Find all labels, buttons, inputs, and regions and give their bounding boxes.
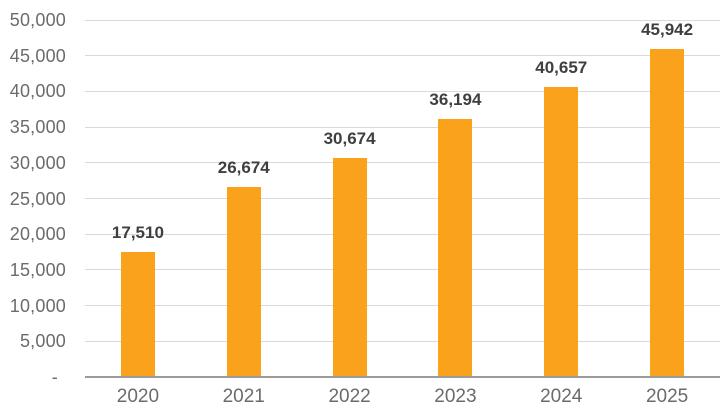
bar-value-label: 45,942 xyxy=(641,19,694,39)
x-axis-category-label: 2022 xyxy=(328,386,371,407)
x-axis-line xyxy=(85,376,720,378)
gridline xyxy=(85,233,720,235)
bar-2022 xyxy=(332,157,367,376)
bar-value-label: 17,510 xyxy=(111,222,164,242)
gridline xyxy=(85,340,720,342)
x-axis-category-label: 2025 xyxy=(645,386,689,407)
y-axis-tick-label: - xyxy=(51,367,58,387)
bar-2023 xyxy=(438,118,473,376)
y-axis-tick-label: 15,000 xyxy=(9,259,66,280)
y-axis-tick-label: 20,000 xyxy=(9,224,66,245)
bar-value-label: 30,674 xyxy=(323,128,376,148)
gridline xyxy=(85,269,720,271)
x-axis-category-label: 2020 xyxy=(116,386,160,407)
bar-value-label: 36,194 xyxy=(429,89,482,109)
y-axis-tick-label: 30,000 xyxy=(9,152,66,173)
y-axis-tick-label: 25,000 xyxy=(9,188,66,209)
x-axis-category-label: 2023 xyxy=(434,386,477,407)
bar-2020 xyxy=(120,251,155,376)
bar-2021 xyxy=(226,186,261,376)
bar-2024 xyxy=(544,86,579,376)
gridline xyxy=(85,19,720,21)
y-axis-tick-label: 50,000 xyxy=(9,10,66,30)
y-axis-tick-label: 35,000 xyxy=(9,117,66,138)
gridline xyxy=(85,198,720,199)
y-axis-tick-label: 45,000 xyxy=(9,45,66,66)
y-axis-tick-label: 5,000 xyxy=(19,331,66,352)
bar-value-label: 40,657 xyxy=(535,57,588,77)
gridline xyxy=(85,305,720,307)
gridline xyxy=(85,90,720,92)
gridline xyxy=(85,162,720,164)
bar-2025 xyxy=(650,48,685,376)
gridline xyxy=(85,55,720,57)
y-axis-tick-label: 10,000 xyxy=(9,295,66,316)
gridline xyxy=(85,126,720,128)
x-axis-category-label: 2024 xyxy=(540,386,583,407)
x-axis-category-label: 2021 xyxy=(222,386,265,407)
bar-value-label: 26,674 xyxy=(217,157,270,177)
y-axis-tick-label: 40,000 xyxy=(9,81,66,102)
